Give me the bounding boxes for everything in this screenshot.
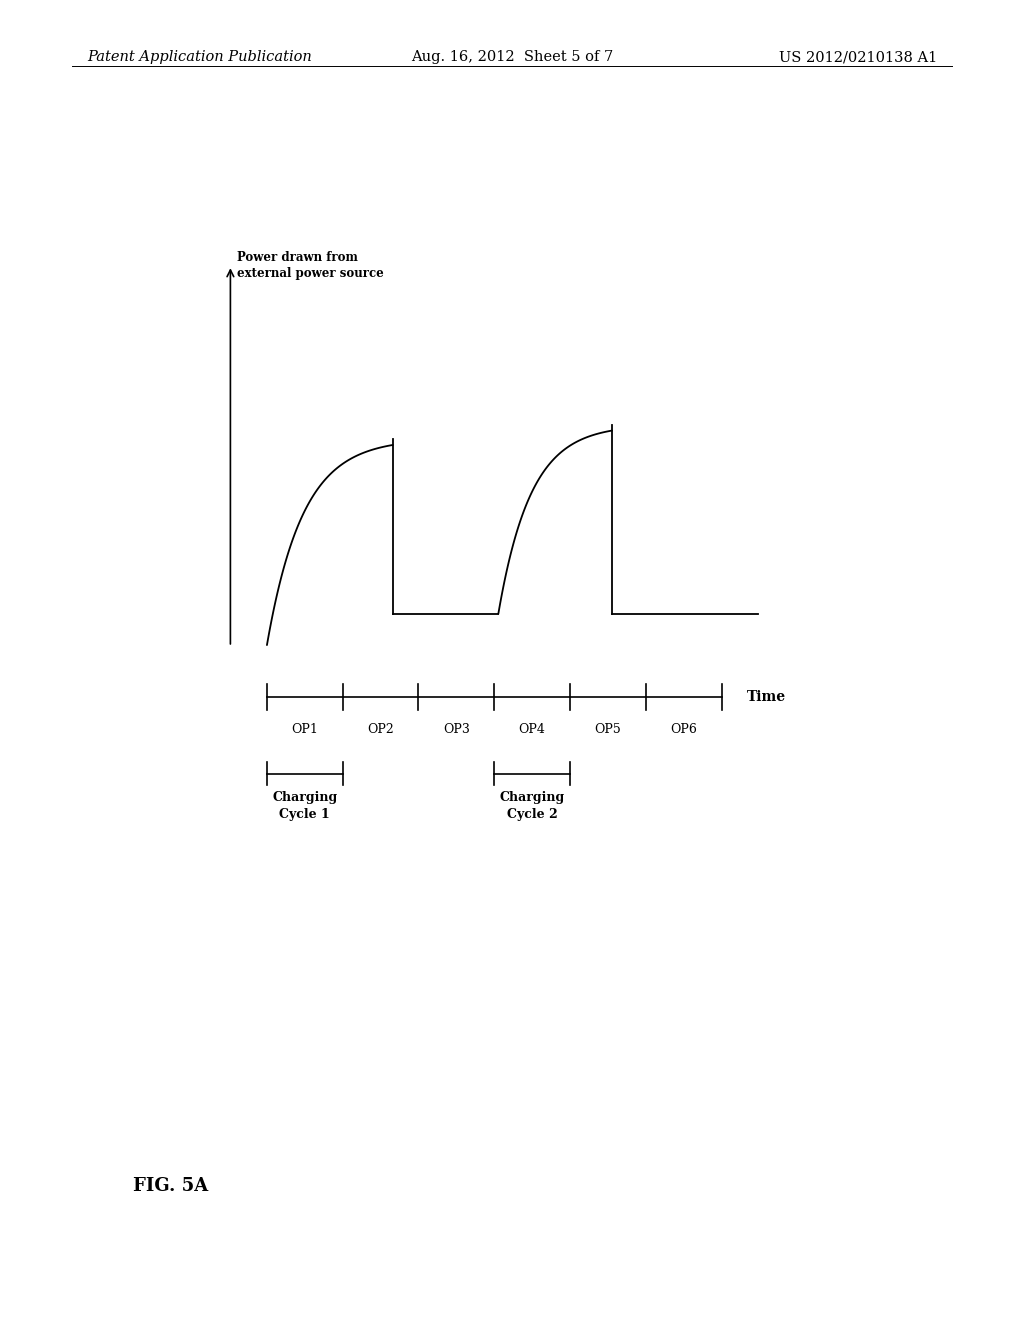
Text: Aug. 16, 2012  Sheet 5 of 7: Aug. 16, 2012 Sheet 5 of 7 [411, 50, 613, 65]
Text: Power drawn from
external power source: Power drawn from external power source [237, 252, 384, 280]
Text: Patent Application Publication: Patent Application Publication [87, 50, 311, 65]
Text: Charging
Cycle 2: Charging Cycle 2 [500, 791, 565, 821]
Text: OP2: OP2 [368, 723, 394, 737]
Text: OP6: OP6 [671, 723, 697, 737]
Text: FIG. 5A: FIG. 5A [133, 1176, 208, 1195]
Text: OP4: OP4 [519, 723, 546, 737]
Text: Time: Time [748, 690, 786, 704]
Text: US 2012/0210138 A1: US 2012/0210138 A1 [778, 50, 937, 65]
Text: OP1: OP1 [292, 723, 318, 737]
Text: OP3: OP3 [443, 723, 470, 737]
Text: OP5: OP5 [595, 723, 622, 737]
Text: Charging
Cycle 1: Charging Cycle 1 [272, 791, 338, 821]
